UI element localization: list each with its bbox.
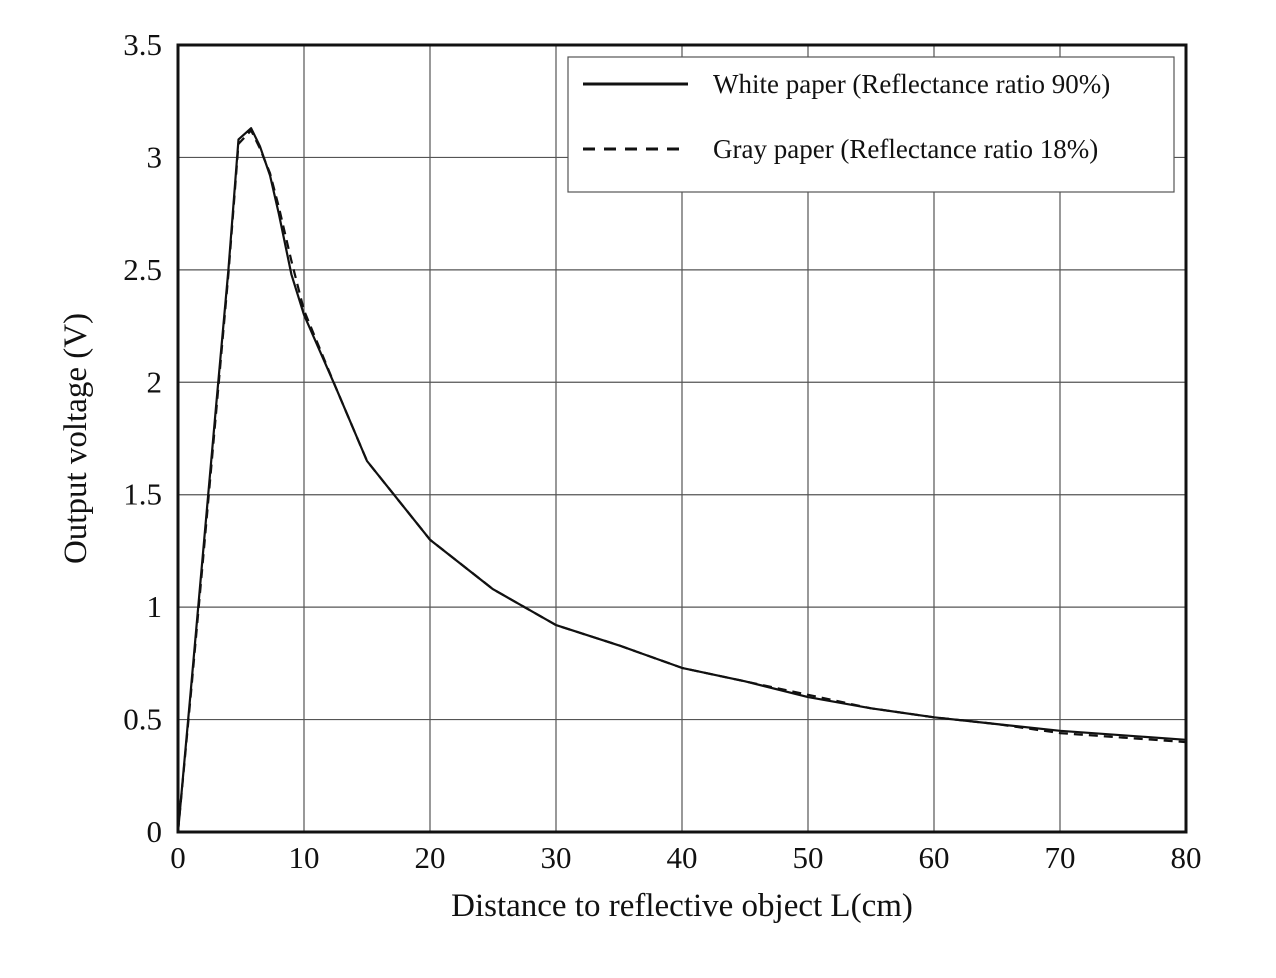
x-axis-ticks: 0 10 20 30 40 50 60 70 80 [170,840,1201,875]
legend-label-gray-paper: Gray paper (Reflectance ratio 18%) [713,134,1098,164]
x-tick-label: 50 [793,840,824,875]
legend: White paper (Reflectance ratio 90%) Gray… [567,56,1175,193]
y-tick-label: 0 [147,814,163,849]
x-tick-label: 60 [919,840,950,875]
x-tick-label: 10 [289,840,320,875]
y-axis-label: Output voltage (V) [58,313,94,564]
x-axis-label: Distance to reflective object L(cm) [451,888,913,924]
x-tick-label: 80 [1171,840,1202,875]
legend-box [567,56,1175,193]
x-tick-label: 20 [415,840,446,875]
series-layer [176,127,1187,833]
legend-label-white-paper: White paper (Reflectance ratio 90%) [713,69,1110,99]
x-tick-label: 70 [1045,840,1076,875]
y-tick-label: 3.5 [123,27,162,62]
y-tick-label: 0.5 [123,702,162,737]
x-tick-label: 40 [667,840,698,875]
y-axis-ticks: 0 0.5 1 1.5 2 2.5 3 3.5 [123,27,162,849]
y-tick-label: 1.5 [123,477,162,512]
series-line-gray-paper [176,129,1187,833]
x-tick-label: 0 [170,840,186,875]
x-tick-label: 30 [541,840,572,875]
y-tick-label: 2 [147,364,163,399]
y-tick-label: 2.5 [123,252,162,287]
y-tick-label: 1 [147,589,163,624]
y-tick-label: 3 [147,139,163,174]
plot-frame [176,43,1188,834]
